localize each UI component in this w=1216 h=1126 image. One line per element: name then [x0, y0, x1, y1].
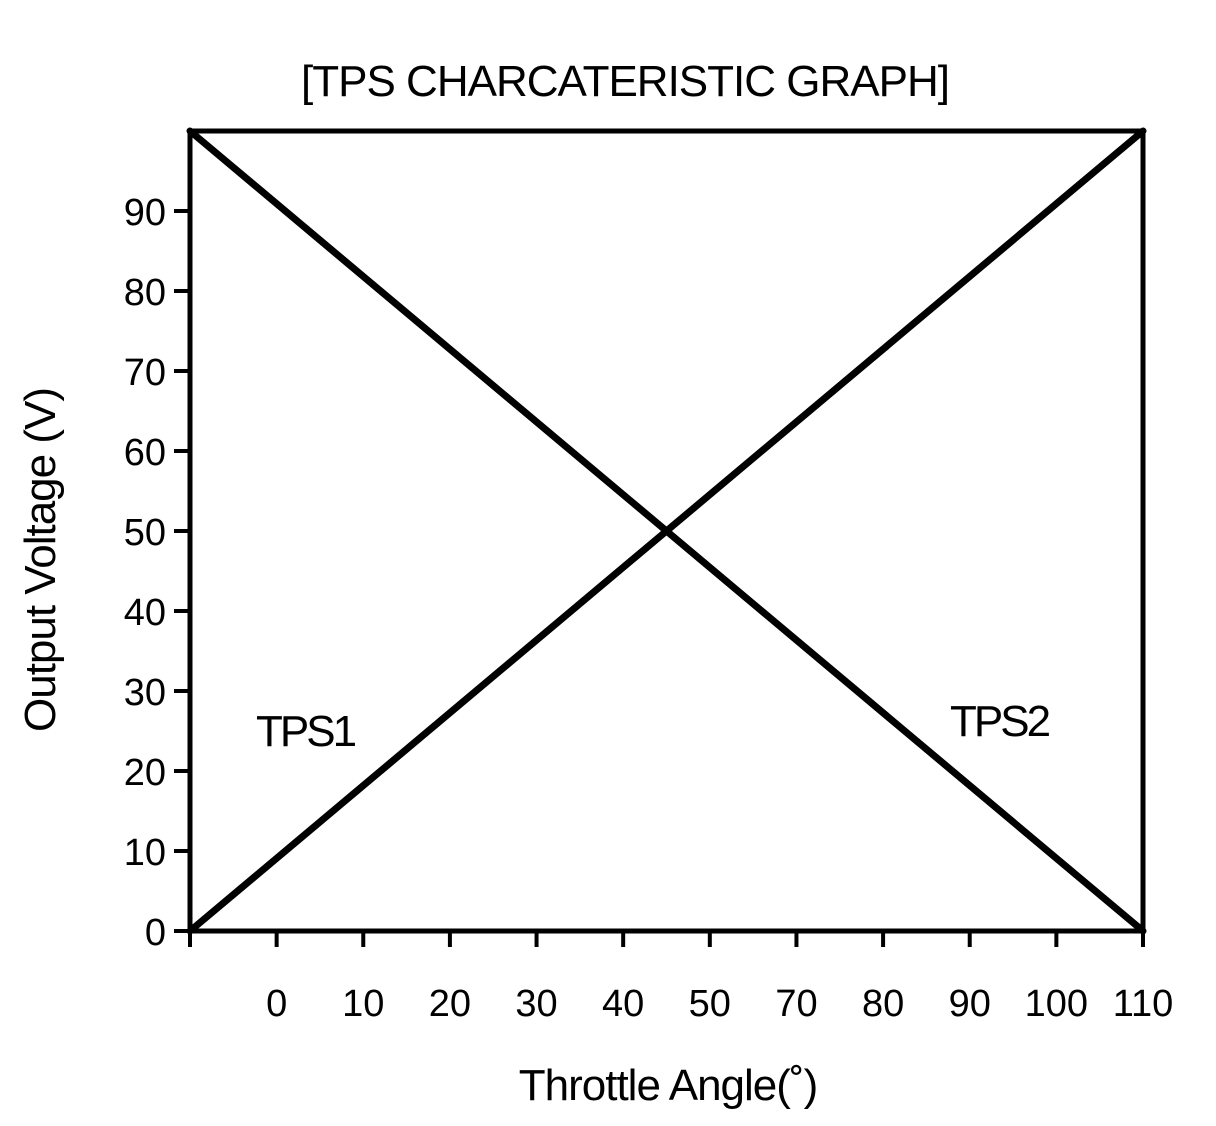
x-tick-label: 0 — [266, 983, 287, 1025]
y-tick-label: 10 — [124, 832, 166, 874]
x-axis-ticks: 0 10 20 30 40 50 70 80 90 100 110 — [188, 931, 1174, 1025]
series-lines — [186, 127, 1147, 935]
x-tick-label: 100 — [1025, 983, 1088, 1025]
series-label-tps2: TPS2 — [950, 697, 1050, 746]
y-tick-label: 40 — [124, 592, 166, 634]
x-tick-label: 20 — [429, 983, 471, 1025]
x-tick-label: 50 — [689, 983, 731, 1025]
y-tick-label: 60 — [124, 432, 166, 474]
y-tick-label: 50 — [124, 512, 166, 554]
y-tick-label: 80 — [124, 272, 166, 314]
chart-title: [TPS CHARCATERISTIC GRAPH] — [301, 57, 949, 106]
x-axis-label: Throttle Angle(˚) — [519, 1061, 817, 1110]
y-tick-label: 0 — [145, 912, 166, 954]
series-line-tps2 — [186, 127, 1147, 935]
x-tick-label: 40 — [602, 983, 644, 1025]
y-tick-label: 20 — [124, 752, 166, 794]
x-tick-label: 10 — [342, 983, 384, 1025]
y-tick-label: 70 — [124, 352, 166, 394]
x-tick-label: 110 — [1113, 983, 1174, 1025]
y-tick-label: 90 — [124, 192, 166, 234]
y-axis-label: Output Voltage (V) — [16, 388, 65, 732]
x-tick-label: 80 — [862, 983, 904, 1025]
y-axis-ticks: 0 10 20 30 40 50 60 70 80 90 — [124, 192, 190, 954]
x-tick-label: 90 — [949, 983, 991, 1025]
x-tick-label: 70 — [775, 983, 817, 1025]
x-tick-label: 30 — [515, 983, 557, 1025]
y-tick-label: 30 — [124, 672, 166, 714]
series-label-tps1: TPS1 — [256, 707, 356, 756]
